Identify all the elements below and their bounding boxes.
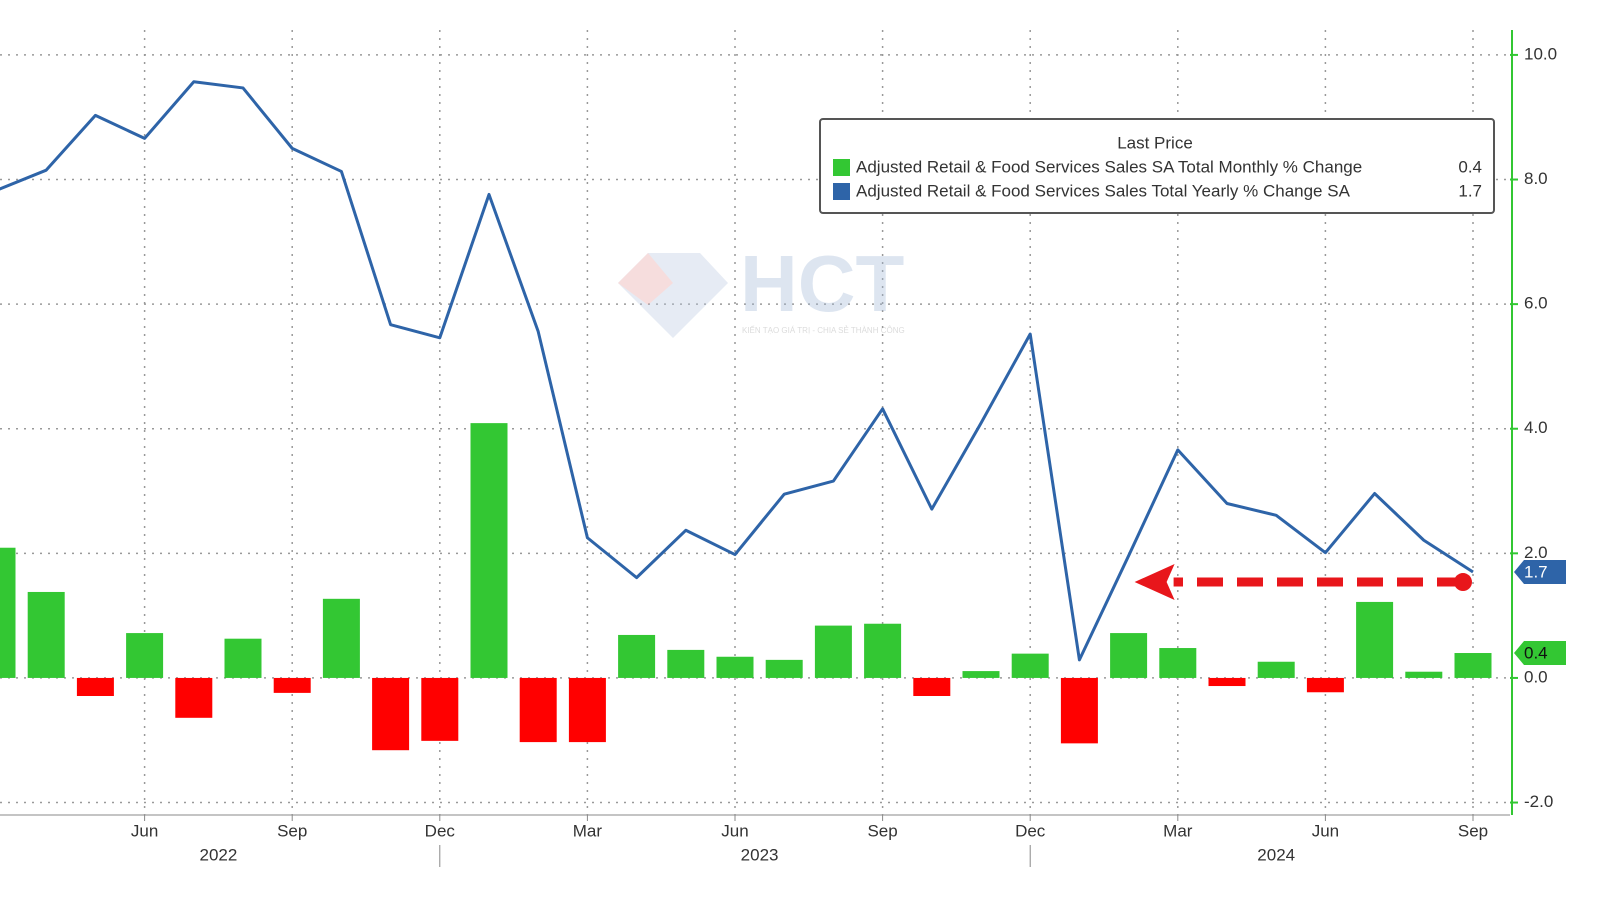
bar: [372, 677, 410, 751]
bar: [962, 671, 1000, 678]
bar: [1306, 677, 1344, 693]
bar: [273, 677, 311, 693]
y-tick-label: 2.0: [1524, 543, 1548, 562]
legend: Last Price Adjusted Retail & Food Servic…: [819, 118, 1495, 214]
legend-label: Adjusted Retail & Food Services Sales SA…: [856, 157, 1362, 176]
year-label: 2023: [741, 845, 779, 864]
legend-box: [819, 118, 1495, 214]
y-tick-label: 6.0: [1524, 294, 1548, 313]
bar: [814, 625, 852, 678]
bar: [1011, 653, 1049, 678]
y-tick-label: 0.0: [1524, 667, 1548, 686]
bar: [27, 591, 65, 678]
bar: [470, 423, 508, 678]
y-tick-label: 4.0: [1524, 418, 1548, 437]
watermark-title: HCT: [740, 239, 905, 328]
bar: [618, 634, 656, 678]
bar: [1257, 661, 1295, 678]
bar: [175, 677, 213, 718]
bar: [421, 677, 459, 741]
bar: [568, 677, 606, 743]
x-tick-label: Sep: [277, 821, 307, 840]
legend-swatch: [833, 159, 850, 176]
watermark-logo-part: [618, 253, 673, 305]
bar: [913, 677, 951, 697]
bar: [76, 677, 114, 697]
y-tick-label: -2.0: [1524, 792, 1553, 811]
bar: [0, 547, 16, 678]
bar: [224, 638, 262, 678]
legend-title: Last Price: [1117, 133, 1193, 152]
bar: [126, 633, 164, 678]
year-label: 2022: [199, 845, 237, 864]
bar: [765, 659, 803, 678]
bar: [716, 656, 754, 678]
bar: [519, 677, 557, 743]
bar: [1356, 601, 1394, 678]
annotation-head: [1134, 564, 1175, 601]
value-tag: [1514, 560, 1566, 585]
x-tick-label: Jun: [1312, 821, 1339, 840]
x-tick-label: Sep: [867, 821, 897, 840]
x-tick-label: Dec: [425, 821, 456, 840]
x-tick-label: Jun: [131, 821, 158, 840]
annotation-dot: [1454, 573, 1472, 592]
legend-value: 0.4: [1458, 157, 1482, 176]
x-tick-label: Mar: [573, 821, 603, 840]
legend-swatch: [833, 183, 850, 200]
watermark: HCT KIẾN TẠO GIÁ TRỊ - CHIA SẺ THÀNH CÔN…: [618, 239, 905, 338]
bar: [1454, 653, 1492, 678]
value-tag: [1514, 641, 1566, 666]
line: [0, 80, 1474, 662]
x-tick-label: Mar: [1163, 821, 1193, 840]
bar: [1405, 671, 1443, 678]
x-tick-label: Dec: [1015, 821, 1046, 840]
x-tick-label: Jun: [721, 821, 748, 840]
watermark-subtitle: KIẾN TẠO GIÁ TRỊ - CHIA SẺ THÀNH CÔNG: [742, 325, 905, 335]
watermark-logo: [618, 253, 728, 338]
bar: [1159, 648, 1197, 678]
x-tick-label: Sep: [1458, 821, 1488, 840]
bar: [322, 598, 360, 678]
legend-label: Adjusted Retail & Food Services Sales To…: [856, 181, 1351, 200]
bar: [864, 623, 902, 678]
y-tick-label: 8.0: [1524, 169, 1548, 188]
bar: [1060, 677, 1098, 744]
value-tag-label: 0.4: [1524, 644, 1548, 663]
value-tag-label: 1.7: [1524, 563, 1548, 582]
y-tick-label: 10.0: [1524, 44, 1557, 63]
bar: [1208, 677, 1246, 687]
bar: [667, 649, 705, 678]
legend-value: 1.7: [1458, 181, 1482, 200]
bar: [1110, 633, 1148, 678]
year-label: 2024: [1257, 845, 1295, 864]
plot: -2.0 0.0 2.0 4.0 6.0 8.0 10.0 Jun Sep Dec 2022 Mar J…: [0, 30, 1566, 867]
